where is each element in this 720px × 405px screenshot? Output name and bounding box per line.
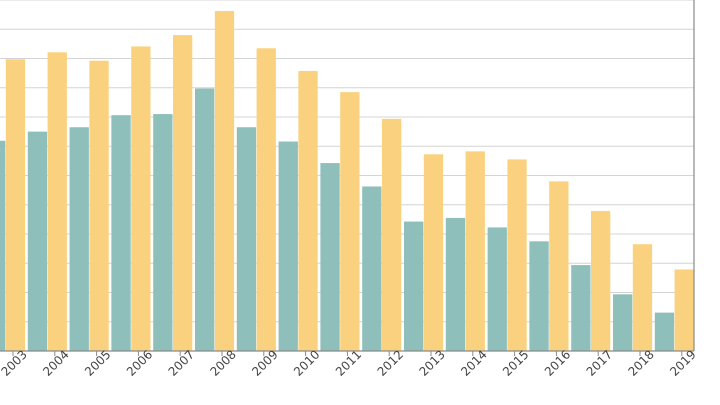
x-tick-label-2006: 2006 <box>124 347 155 378</box>
bar-yellow-2009 <box>256 48 276 351</box>
bar-yellow-2018 <box>632 244 653 351</box>
bar-teal-2013 <box>404 221 424 351</box>
x-tick-label-2008: 2008 <box>207 347 238 378</box>
bar-teal-2019 <box>654 312 675 351</box>
bar-teal-2014 <box>445 217 466 351</box>
bar-teal-2012 <box>362 186 382 351</box>
x-tick-label-2003: 2003 <box>0 347 30 378</box>
bar-yellow-2017 <box>591 210 611 351</box>
x-tick-label-2011: 2011 <box>333 347 364 378</box>
x-tick-label-2016: 2016 <box>542 347 573 378</box>
bar-yellow-2019 <box>674 269 694 351</box>
bar-teal-2007 <box>153 114 173 351</box>
bar-yellow-2007 <box>173 35 193 351</box>
x-tick-label-2009: 2009 <box>249 347 280 378</box>
bar-teal-2015 <box>487 227 507 351</box>
x-tick-labels: 2003 2004 2005 2006 2007 2008 2009 2010 2011 2012… <box>0 347 699 378</box>
bar-teal-2003 <box>0 140 6 351</box>
bar-teal-2018 <box>613 294 633 351</box>
x-tick-label-2017: 2017 <box>584 347 615 378</box>
x-tick-label-2018: 2018 <box>625 347 656 378</box>
bar-yellow-2010 <box>298 70 318 352</box>
bar-yellow-2013 <box>423 154 444 351</box>
bar-teal-2010 <box>278 141 298 351</box>
axes <box>0 0 695 356</box>
bar-yellow-2005 <box>89 60 109 351</box>
x-tick-label-2004: 2004 <box>40 347 71 378</box>
x-tick-label-2014: 2014 <box>458 347 489 378</box>
bar-teal-2005 <box>69 127 89 351</box>
bar-yellow-2011 <box>340 92 360 351</box>
bar-teal-2011 <box>320 163 340 351</box>
x-tick-label-2015: 2015 <box>500 347 531 378</box>
bar-teal-2016 <box>529 241 549 351</box>
x-tick-label-2013: 2013 <box>416 347 447 378</box>
bar-teal-2017 <box>571 265 591 351</box>
bar-teal-2009 <box>236 127 257 351</box>
bar-yellow-2006 <box>131 46 151 351</box>
bar-yellow-2016 <box>549 181 569 351</box>
bar-yellow-2012 <box>382 118 402 351</box>
x-tick-label-2012: 2012 <box>375 347 406 378</box>
bar-yellow-2003 <box>5 59 26 351</box>
bar-teal-2006 <box>111 115 131 351</box>
bars <box>0 10 694 352</box>
bar-yellow-2014 <box>465 151 485 351</box>
bar-yellow-2008 <box>214 10 235 351</box>
x-tick-label-2019: 2019 <box>667 347 698 378</box>
bar-teal-2004 <box>27 131 48 351</box>
x-tick-label-2005: 2005 <box>82 347 113 378</box>
x-tick-label-2007: 2007 <box>166 347 197 378</box>
bar-yellow-2004 <box>47 52 67 352</box>
bar-teal-2008 <box>195 88 215 351</box>
x-tick-label-2010: 2010 <box>291 347 322 378</box>
bar-yellow-2015 <box>507 159 527 351</box>
